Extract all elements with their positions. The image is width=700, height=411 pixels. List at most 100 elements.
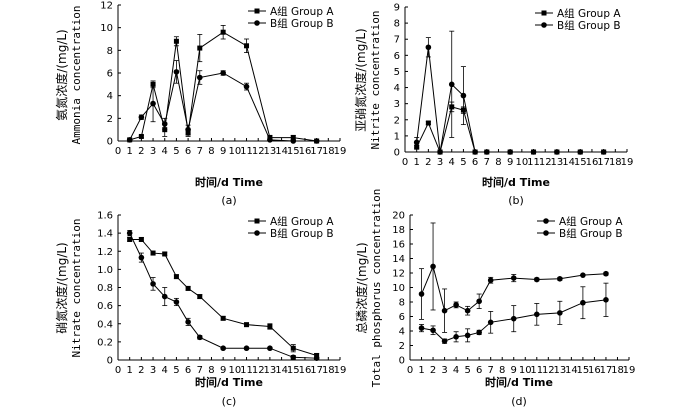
- y-tick-label: 2: [394, 115, 400, 126]
- x-tick-label: 18: [609, 157, 622, 168]
- x-tick-label: 3: [441, 365, 447, 376]
- x-tick-label: 18: [322, 365, 335, 376]
- data-point: [476, 329, 482, 336]
- data-point: [453, 334, 459, 340]
- data-point: [138, 254, 145, 261]
- x-tick-label: 18: [611, 365, 624, 376]
- data-point: [150, 81, 156, 87]
- data-point: [197, 45, 203, 51]
- x-tick-label: 15: [287, 365, 300, 376]
- x-tick-label: 5: [173, 146, 179, 157]
- caption-d: (d): [511, 395, 527, 408]
- y-tick-label: 0.6: [97, 301, 113, 312]
- data-point: [418, 325, 425, 331]
- y-tick-label: 16: [392, 240, 405, 251]
- data-point: [267, 137, 273, 143]
- y-tick-label: 1: [394, 131, 400, 142]
- y-tick-label: 6: [394, 51, 400, 62]
- x-tick-label: 4: [162, 365, 168, 376]
- y-tick-label: 9: [394, 3, 400, 14]
- data-point: [557, 310, 563, 316]
- ylabel-en-a: Ammonia concentration: [70, 5, 83, 144]
- x-tick-label: 11: [240, 365, 253, 376]
- x-tick-label: 13: [553, 365, 566, 376]
- y-tick-label: 1.2: [97, 247, 113, 258]
- y-tick-label: 10: [392, 283, 405, 294]
- x-tick-label: 14: [565, 365, 578, 376]
- data-point: [425, 120, 431, 126]
- data-point: [430, 327, 436, 334]
- xlabel-c: 时间/d Time: [195, 375, 263, 389]
- data-point: [243, 345, 250, 352]
- data-point: [464, 332, 471, 339]
- legend-label: A组 Group A: [270, 5, 334, 18]
- data-point: [138, 236, 144, 242]
- xlabel-b: 时间/d Time: [482, 175, 550, 189]
- y-tick-label: 4: [399, 327, 405, 338]
- data-point: [487, 277, 494, 284]
- data-point: [603, 270, 609, 277]
- data-point: [577, 149, 584, 155]
- data-point: [150, 100, 156, 107]
- panel-b: 亚硝氮浓度/(mg/L) Nitrite concentration 时间/d …: [353, 3, 633, 208]
- series-line-b: [416, 47, 604, 153]
- data-point: [441, 307, 448, 314]
- data-point: [197, 294, 203, 300]
- data-point: [244, 43, 250, 49]
- y-tick-label: 0.4: [97, 319, 113, 330]
- y-tick-label: 8: [399, 298, 405, 309]
- y-tick-label: 12: [100, 1, 113, 12]
- data-point: [267, 323, 273, 329]
- x-tick-label: 9: [220, 146, 226, 157]
- data-point: [138, 133, 144, 139]
- y-tick-label: 4: [107, 91, 113, 102]
- x-tick-label: 12: [252, 146, 265, 157]
- x-tick-label: 13: [264, 365, 277, 376]
- x-tick-label: 17: [600, 365, 613, 376]
- x-tick-label: 2: [138, 365, 144, 376]
- x-tick-label: 8: [208, 365, 214, 376]
- legend-marker: [254, 230, 260, 236]
- series-line-b: [129, 71, 317, 142]
- x-tick-label: 3: [150, 365, 156, 376]
- ylabel-en-b: Nitrite concentration: [369, 10, 382, 149]
- x-tick-label: 4: [449, 157, 455, 168]
- legend-label: A组 Group A: [270, 215, 334, 228]
- y-tick-label: 12: [392, 269, 405, 280]
- data-point: [185, 126, 191, 133]
- data-point: [418, 291, 425, 297]
- x-tick-label: 5: [464, 365, 470, 376]
- data-point: [220, 345, 226, 352]
- x-tick-label: 10: [519, 365, 532, 376]
- data-point: [243, 83, 250, 90]
- x-tick-label: 5: [460, 157, 466, 168]
- data-point: [557, 276, 563, 282]
- data-point: [448, 81, 455, 88]
- data-point: [510, 315, 517, 322]
- y-tick-label: 0.8: [97, 283, 113, 294]
- data-point: [220, 70, 226, 76]
- x-tick-label: 10: [515, 157, 528, 168]
- legend-marker: [254, 20, 260, 26]
- y-tick-label: 7: [394, 35, 400, 46]
- y-tick-label: 2: [107, 114, 113, 125]
- y-tick-label: 6: [399, 312, 405, 323]
- panel-a: 氨氮浓度/(mg/L) Ammonia concentration 时间/d T…: [54, 1, 346, 208]
- data-point: [244, 322, 250, 328]
- ylabel-en-c: Nitrate concentration: [70, 218, 83, 357]
- x-tick-label: 16: [299, 365, 312, 376]
- ylabel-cn-d: 总磷浓度/(mg/L): [354, 242, 369, 333]
- data-point: [460, 92, 467, 99]
- data-point: [533, 276, 540, 283]
- legend-label: B组 Group B: [559, 227, 623, 240]
- data-point: [603, 297, 609, 303]
- data-point: [472, 149, 478, 155]
- y-tick-label: 0: [399, 356, 405, 367]
- x-tick-label: 1: [126, 146, 132, 157]
- x-tick-label: 0: [407, 365, 413, 376]
- data-point: [150, 281, 156, 287]
- y-tick-label: 6: [107, 69, 113, 80]
- x-tick-label: 9: [507, 157, 513, 168]
- data-point: [173, 299, 180, 305]
